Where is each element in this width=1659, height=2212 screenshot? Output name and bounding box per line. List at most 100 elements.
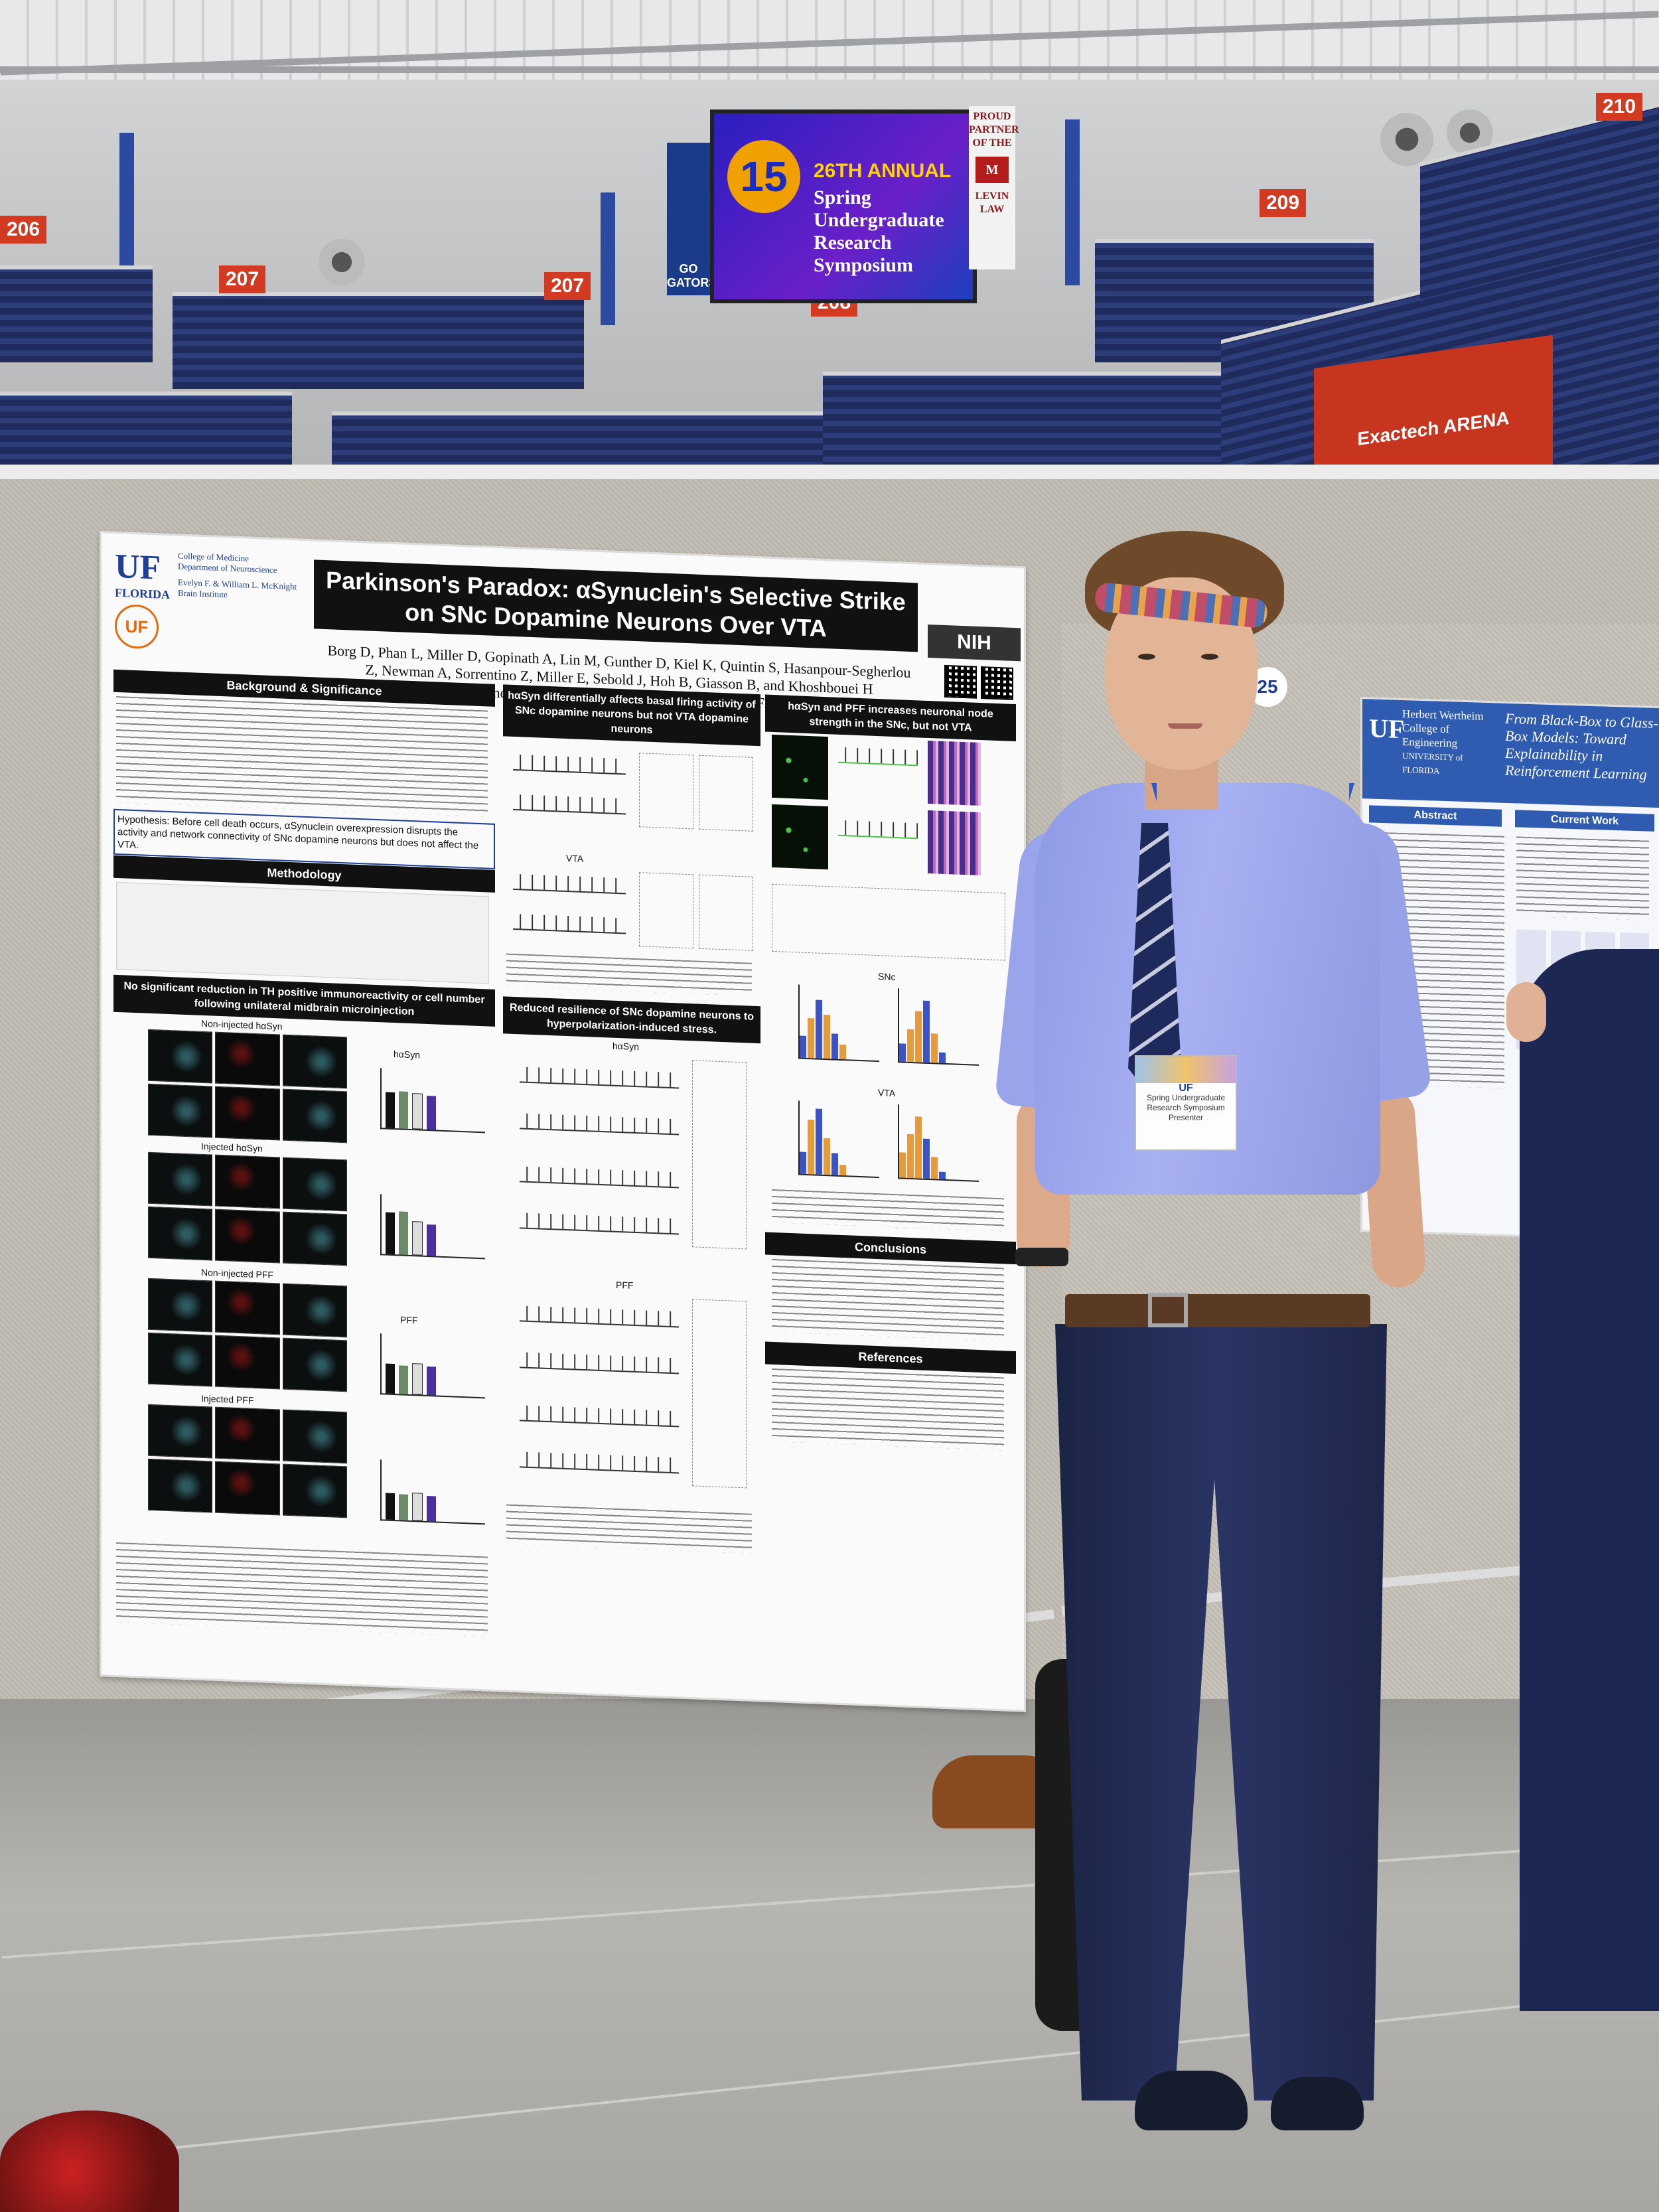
badge-banner [1136, 1057, 1236, 1083]
right-shoe [1271, 2077, 1364, 2130]
speaker-icon [319, 239, 365, 285]
neighbor-tab: Current Work [1515, 810, 1654, 832]
eye [1138, 654, 1155, 660]
panel-label: SNc [878, 971, 896, 983]
mouth [1168, 723, 1202, 729]
microscopy-grid [148, 1029, 347, 1143]
panel-label: VTA [566, 853, 584, 865]
research-poster: UF FLORIDA UF College of Medicine Depart… [100, 531, 1026, 1712]
scatter-plot [639, 872, 693, 949]
panel-label: Non-injected hαSyn [201, 1017, 283, 1032]
scatter-plot [639, 753, 693, 830]
panel-label: VTA [878, 1087, 896, 1099]
qr-code-icon [944, 664, 977, 699]
panel-label: hαSyn [394, 1049, 421, 1061]
arena-seats [173, 292, 584, 389]
conclusions-text [772, 1258, 1004, 1341]
section-sign: 206 [0, 216, 47, 244]
neighbor-text [1516, 836, 1649, 921]
calcium-trace [838, 747, 918, 767]
neighbor-poster-title: From Black-Box to Glass-Box Models: Towa… [1505, 709, 1658, 783]
stress-trace [520, 1213, 679, 1235]
jumbotron-screen: 15 26TH ANNUAL Spring Undergraduate Rese… [710, 110, 977, 303]
section-sign: 209 [1260, 189, 1307, 217]
ad-panel-name: LEVIN LAW [975, 190, 1009, 215]
panel-label: PFF [616, 1279, 634, 1291]
no-reduction-heading: No significant reduction in TH positive … [113, 974, 495, 1027]
stress-trace [520, 1166, 679, 1189]
section-sign: 207 [544, 272, 591, 300]
background-text [116, 696, 488, 817]
figure-caption [116, 1542, 488, 1637]
anniversary-badge: 15 [727, 140, 800, 213]
uf-logo: UF FLORIDA UF [115, 547, 175, 650]
stress-trace [520, 1305, 679, 1328]
bar-chart-foxa-pff [380, 1459, 485, 1525]
scatter-plot [692, 1299, 747, 1489]
heatmap [928, 740, 981, 806]
section-sign: 207 [219, 265, 266, 293]
speaker-icon [1380, 113, 1433, 166]
gators-banner: GO GATORS [667, 143, 717, 295]
histogram [898, 988, 979, 1066]
eye [1201, 654, 1218, 660]
scatter-plot [699, 755, 753, 832]
uf-state: FLORIDA [115, 585, 171, 602]
ad-logo-icon: M [975, 157, 1009, 183]
belt [1065, 1294, 1370, 1327]
histogram [798, 984, 879, 1063]
microscopy-grid [148, 1404, 347, 1518]
nih-marc-logo: NIH MARC [928, 624, 1021, 688]
left-shoe [1135, 2071, 1248, 2130]
stress-trace [520, 1067, 679, 1089]
stress-trace [520, 1405, 679, 1428]
roof-truss [0, 66, 1659, 73]
badge-line: Presenter [1168, 1113, 1204, 1122]
college-line: Evelyn F. & William L. McKnight Brain In… [178, 577, 297, 600]
histogram [798, 1100, 879, 1179]
college-info: College of Medicine Department of Neuros… [178, 551, 304, 603]
support-pillar [1065, 119, 1080, 285]
figure-caption [506, 953, 752, 996]
support-pillar [119, 133, 134, 299]
section-sign: 210 [1596, 93, 1643, 121]
arena-seats [0, 265, 153, 362]
panel-label: hαSyn [613, 1040, 640, 1053]
bystander-hand [1506, 982, 1546, 1042]
stress-trace [520, 1113, 679, 1136]
figure-caption [772, 1189, 1004, 1232]
calcium-trace [838, 820, 918, 840]
jumbotron-annual: 26TH ANNUAL [814, 160, 952, 182]
ad-panel: PROUD PARTNER OF THE M LEVIN LAW [969, 106, 1019, 269]
name-badge: UF Spring Undergraduate Research Symposi… [1135, 1055, 1237, 1151]
heatmap [928, 810, 981, 876]
trousers [1055, 1324, 1387, 2101]
belt-buckle [1148, 1293, 1188, 1327]
calcium-image [772, 804, 828, 870]
microscopy-grid [148, 1151, 347, 1266]
panel-label: SNc [566, 730, 584, 742]
bystander [1520, 949, 1659, 2011]
calcium-image [772, 734, 828, 800]
firing-trace [513, 794, 626, 815]
network-heading: hαSyn and PFF increases neuronal node st… [765, 694, 1016, 742]
panel-label: PFF [400, 1314, 418, 1326]
network-graph [772, 883, 1005, 961]
jumbotron-title: Spring Undergraduate Research Symposium [814, 186, 944, 276]
uf-seal-icon: UF [115, 603, 159, 650]
references-text [772, 1368, 1004, 1451]
methodology-diagram [116, 881, 489, 984]
microscopy-grid [148, 1278, 347, 1392]
firing-trace [513, 754, 626, 775]
firing-trace [513, 873, 626, 895]
watch-icon [1015, 1248, 1068, 1266]
poster-title: Parkinson's Paradox: αSynuclein's Select… [314, 559, 918, 652]
bar-chart-foxa [380, 1194, 485, 1260]
arena-floor [0, 1699, 1659, 2212]
scatter-plot [699, 874, 753, 951]
panel-label: Injected PFF [201, 1392, 254, 1406]
support-pillar [601, 192, 615, 325]
stress-trace [520, 1352, 679, 1374]
panel-label: Non-injected PFF [201, 1266, 273, 1281]
